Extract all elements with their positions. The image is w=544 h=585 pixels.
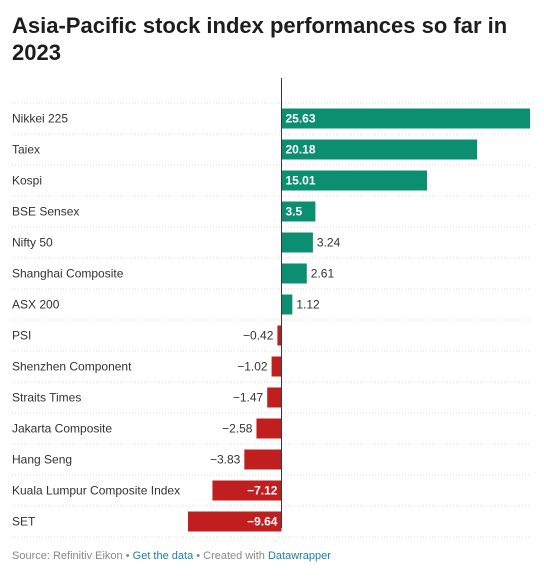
value-label: 25.63	[285, 112, 315, 126]
category-label: SET	[12, 515, 36, 529]
chart-rows: Nikkei 225 25.63 Taiex 20.18 Kospi 15.01 BSE S…	[12, 102, 530, 538]
bar	[188, 511, 282, 532]
bar	[281, 108, 530, 129]
category-label: Shanghai Composite	[12, 267, 124, 281]
value-label: −1.02	[237, 360, 268, 374]
category-label: Straits Times	[12, 391, 81, 405]
category-label: Jakarta Composite	[12, 422, 112, 436]
bar	[256, 418, 282, 439]
value-label: −2.58	[222, 422, 253, 436]
category-label: Nikkei 225	[12, 112, 68, 126]
category-label: Taiex	[12, 143, 40, 157]
category-label: ASX 200	[12, 298, 60, 312]
bar	[212, 480, 282, 501]
footer-separator: •	[122, 550, 133, 562]
value-label: 3.24	[317, 236, 341, 250]
value-label: 2.61	[311, 267, 335, 281]
get-the-data-link[interactable]: Get the data	[132, 550, 194, 562]
category-label: BSE Sensex	[12, 205, 79, 219]
category-label: Nifty 50	[12, 236, 53, 250]
category-label: PSI	[12, 329, 31, 343]
category-label: Shenzhen Component	[12, 360, 132, 374]
source-text: Source: Refinitiv Eikon	[12, 550, 123, 562]
value-label: 15.01	[285, 174, 315, 188]
bar	[281, 170, 428, 191]
footer-separator: • Created with	[193, 550, 268, 562]
bar	[271, 356, 282, 377]
bar	[281, 139, 478, 160]
category-label: Kuala Lumpur Composite Index	[12, 484, 180, 498]
value-label: −9.64	[247, 515, 278, 529]
value-label: −0.42	[243, 329, 274, 343]
bar	[267, 387, 282, 408]
bar	[281, 232, 313, 253]
bar	[281, 263, 307, 284]
bar	[244, 449, 282, 470]
value-label: 1.12	[296, 298, 320, 312]
bar-chart: Nikkei 225 25.63 Taiex 20.18 Kospi 15.01 BSE S…	[12, 78, 530, 538]
category-label: Hang Seng	[12, 453, 72, 467]
value-label: −1.47	[233, 391, 264, 405]
chart-title: Asia-Pacific stock index performances so…	[12, 13, 508, 65]
bar	[281, 201, 316, 222]
datawrapper-link[interactable]: Datawrapper	[267, 550, 331, 562]
bar	[281, 294, 293, 315]
value-label: 3.5	[285, 205, 302, 219]
value-label: −7.12	[247, 484, 278, 498]
footer: Source: Refinitiv Eikon • Get the data •…	[12, 550, 331, 562]
value-label: −3.83	[210, 453, 241, 467]
category-label: Kospi	[12, 174, 42, 188]
value-label: 20.18	[285, 143, 315, 157]
bar	[277, 325, 282, 346]
